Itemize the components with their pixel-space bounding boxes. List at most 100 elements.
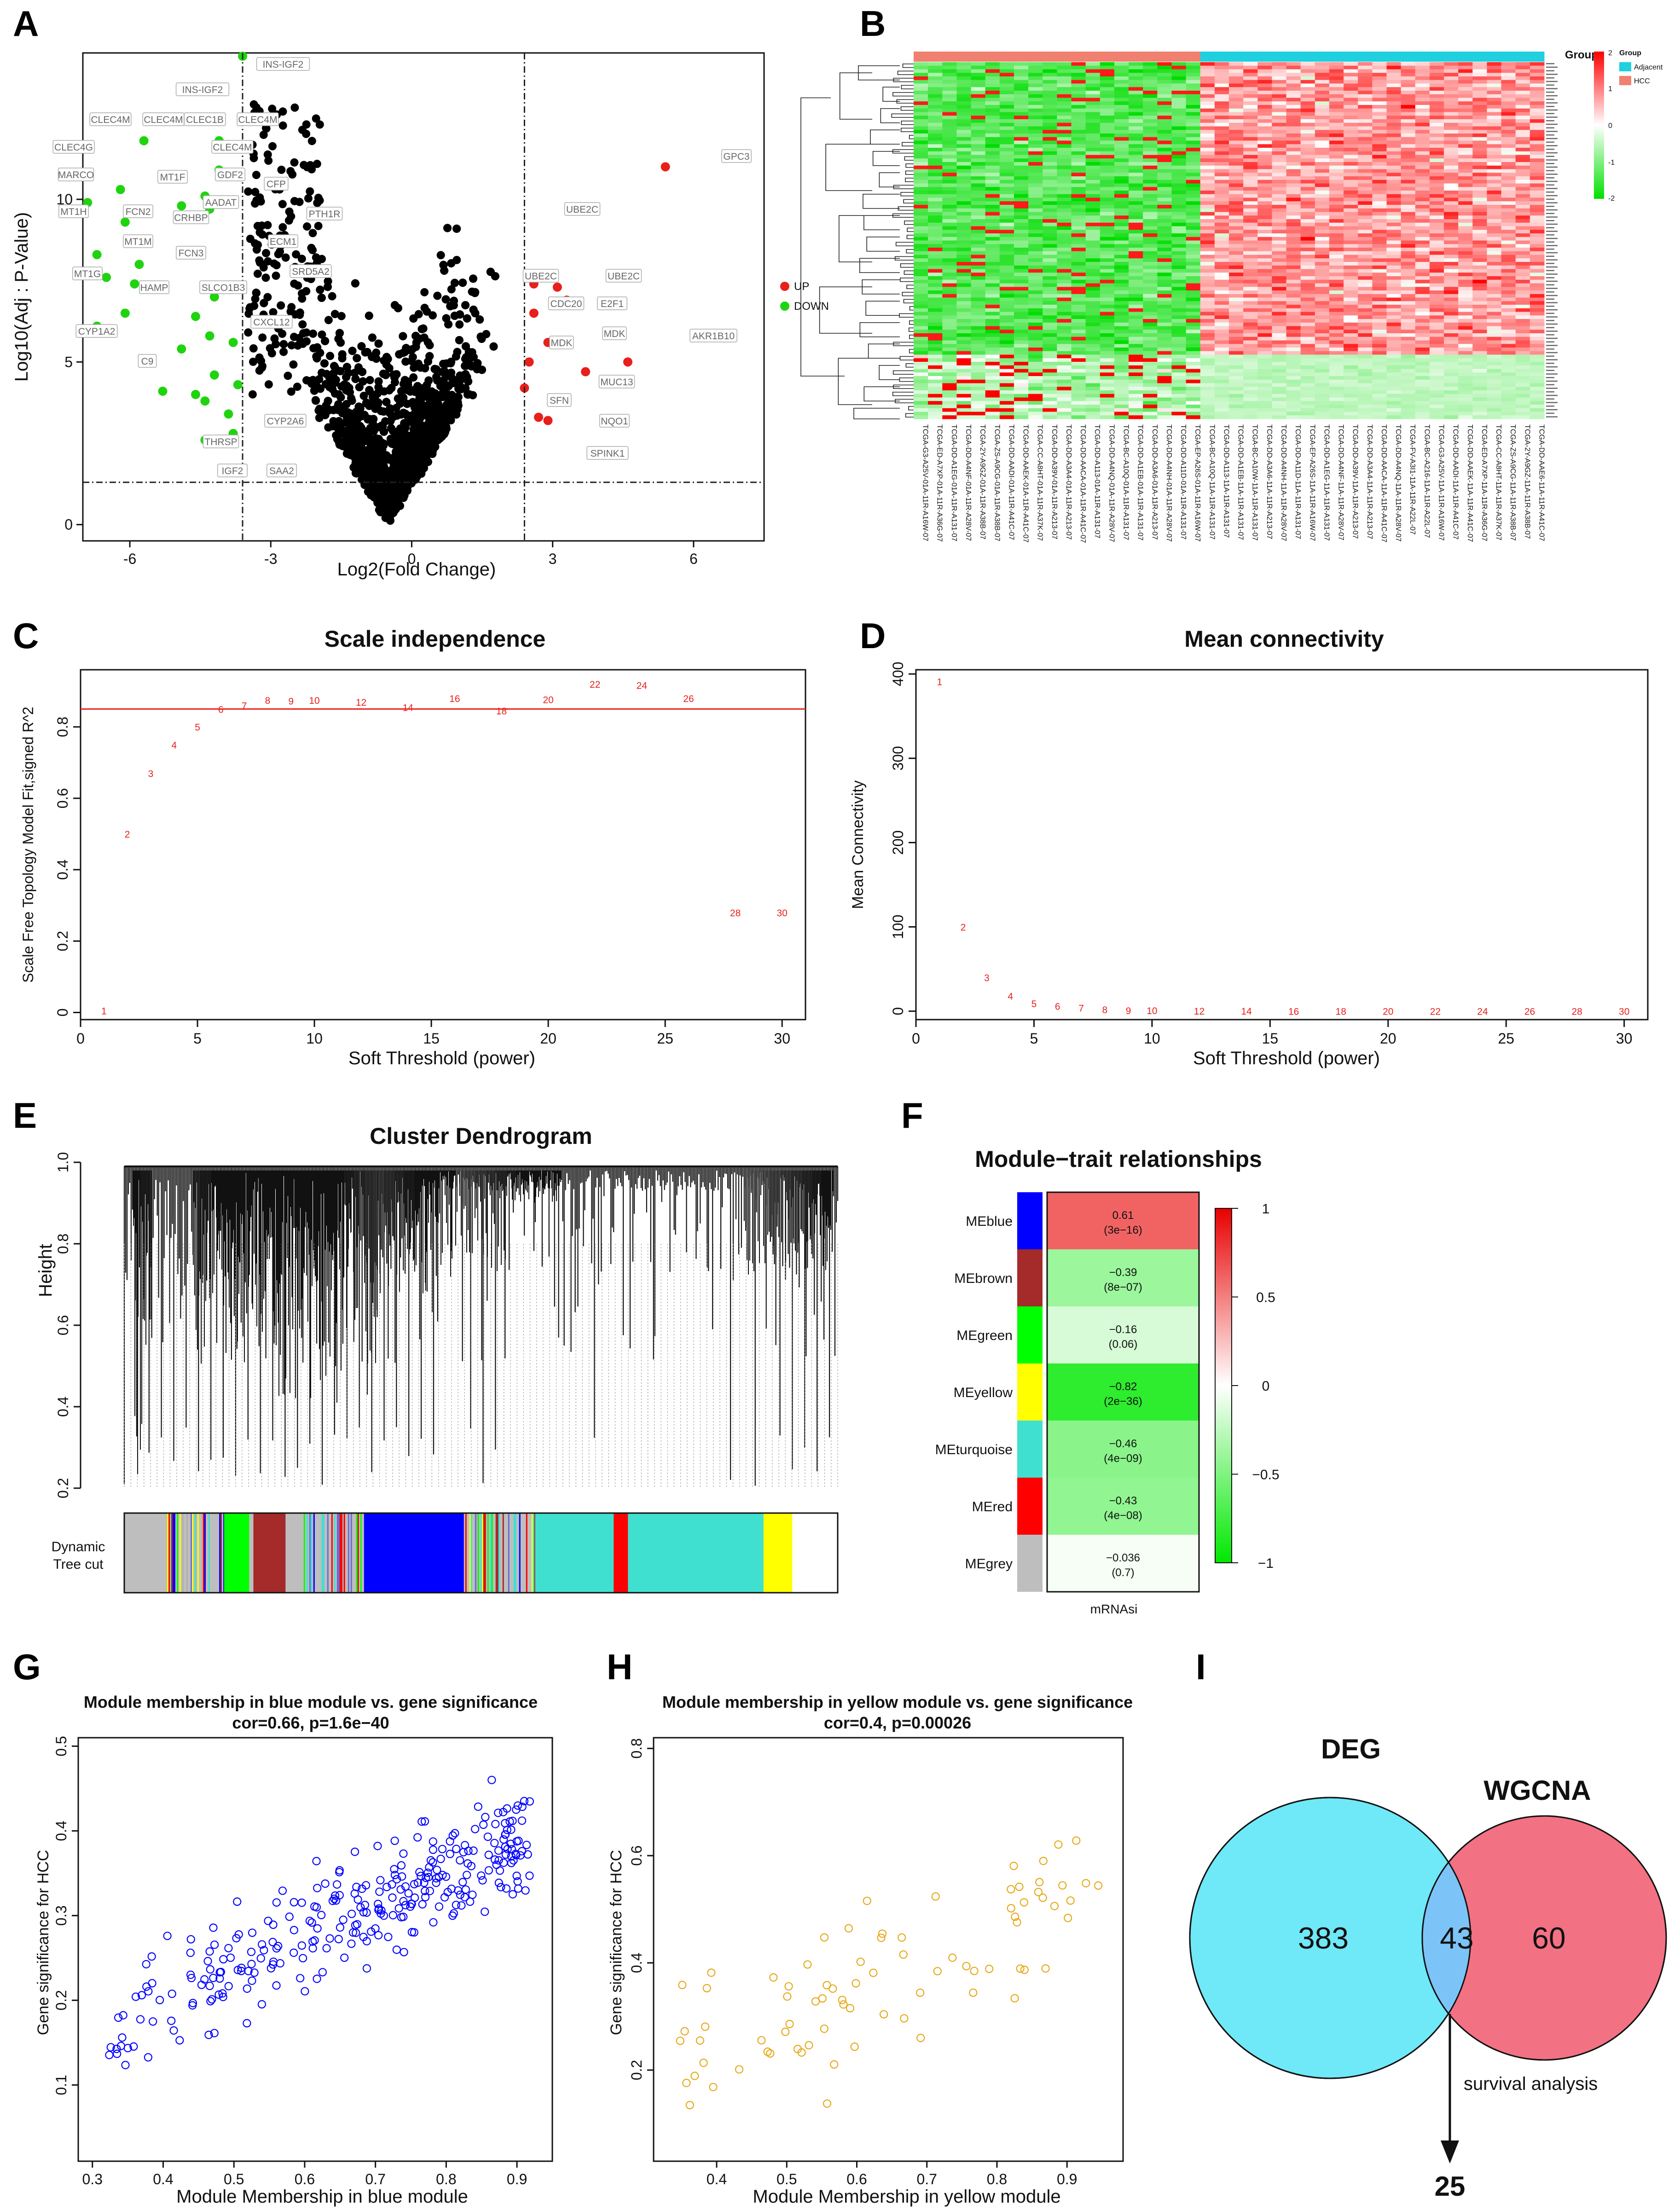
heatmap-cell — [1501, 140, 1516, 145]
volcano-point-up — [581, 367, 591, 377]
heatmap-cell — [1458, 144, 1473, 148]
heatmap-cell — [942, 197, 957, 202]
heatmap-cell — [1229, 116, 1244, 120]
heatmap-cell — [1157, 176, 1172, 180]
heatmap-cell — [1372, 87, 1387, 91]
heatmap-cell — [1501, 201, 1516, 205]
heatmap-cell — [1157, 148, 1172, 152]
heatmap-cell — [1214, 91, 1229, 95]
heatmap-cell — [1300, 173, 1315, 177]
heatmap-cell — [1229, 91, 1244, 95]
heatmap-cell — [1043, 73, 1057, 77]
heatmap-cell — [1200, 162, 1215, 166]
heatmap-cell — [956, 80, 972, 84]
heatmap-cell — [1085, 215, 1101, 220]
volcano-point-ns — [411, 403, 419, 412]
heatmap-cell — [971, 183, 986, 187]
volcano-point-ns — [264, 380, 273, 389]
heatmap-cell — [1085, 165, 1101, 169]
heatmap-cell — [1028, 101, 1043, 105]
heatmap-cell — [928, 169, 943, 173]
heatmap-cell — [1085, 105, 1101, 109]
legend-down-label: DOWN — [794, 300, 829, 313]
heatmap-cell — [1157, 87, 1172, 91]
volcano-point-ns — [386, 404, 394, 413]
heatmap-cell — [1186, 219, 1201, 223]
heatmap-cell — [1529, 162, 1545, 166]
volcano-point-ns — [411, 342, 420, 351]
heatmap-cell — [1401, 119, 1416, 123]
heatmap-cell — [1229, 137, 1244, 141]
heatmap-cell — [1071, 122, 1086, 127]
heatmap-cell — [1085, 169, 1101, 173]
heatmap-cell — [1057, 205, 1072, 209]
heatmap-cell — [1315, 105, 1330, 109]
heatmap-cell — [914, 148, 928, 152]
heatmap-cell — [1487, 187, 1502, 191]
heatmap-cell — [1344, 130, 1358, 134]
heatmap-cell — [1472, 183, 1487, 187]
heatmap-cell — [1214, 191, 1229, 195]
heatmap-cell — [1186, 73, 1201, 77]
volcano-point-down — [102, 273, 111, 282]
heatmap-cell — [1243, 197, 1258, 202]
heatmap-cell — [1171, 116, 1187, 120]
volcano-point-ns — [292, 250, 301, 259]
heatmap-cell — [1229, 162, 1244, 166]
heatmap-cell — [1401, 69, 1416, 73]
heatmap-cell — [985, 197, 1000, 202]
heatmap-cell — [1344, 155, 1358, 159]
gene-label: E2F1 — [597, 296, 627, 310]
heatmap-cell — [1444, 144, 1459, 148]
heatmap-cell — [999, 119, 1014, 123]
heatmap-cell — [971, 130, 986, 134]
volcano-point-ns — [264, 257, 272, 266]
heatmap-cell — [1344, 183, 1358, 187]
heatmap-cell — [1157, 144, 1172, 148]
heatmap-cell — [1043, 205, 1057, 209]
group-bar-cell — [999, 52, 1014, 62]
heatmap-cell — [1043, 69, 1057, 73]
heatmap-cell — [1529, 105, 1545, 109]
heatmap-cell — [1057, 76, 1072, 81]
volcano-point-ns — [387, 424, 395, 433]
heatmap-cell — [1257, 194, 1272, 198]
heatmap-cell — [1114, 169, 1129, 173]
heatmap-cell — [1501, 183, 1516, 187]
heatmap-cell — [999, 101, 1014, 105]
heatmap-cell — [1429, 101, 1444, 105]
heatmap-cell — [1501, 101, 1516, 105]
heatmap-cell — [1358, 105, 1373, 109]
volcano-point-ns — [362, 398, 371, 407]
heatmap-cell — [1386, 155, 1402, 159]
heatmap-cell — [928, 183, 943, 187]
heatmap-cell — [1358, 91, 1373, 95]
heatmap-cell — [1028, 65, 1043, 70]
heatmap-cell — [1214, 176, 1229, 180]
heatmap-cell — [1071, 208, 1086, 212]
heatmap-cell — [1286, 122, 1301, 127]
heatmap-cell — [1444, 151, 1459, 155]
heatmap-cell — [1515, 137, 1530, 141]
heatmap-cell — [1157, 173, 1172, 177]
heatmap-cell — [1043, 116, 1057, 120]
heatmap-cell — [1014, 133, 1029, 138]
heatmap-cell — [1028, 208, 1043, 212]
heatmap-cell — [1315, 94, 1330, 98]
heatmap-cell — [1286, 183, 1301, 187]
heatmap-cell — [914, 194, 928, 198]
group-bar-cell — [1129, 52, 1143, 62]
heatmap-cell — [928, 144, 943, 148]
heatmap-cell — [928, 219, 943, 223]
volcano-point-ns — [286, 307, 295, 316]
heatmap-cell — [1372, 173, 1387, 177]
volcano-point-ns — [248, 390, 257, 399]
heatmap-cell — [1358, 112, 1373, 116]
heatmap-cell — [1085, 112, 1101, 116]
heatmap-cell — [1272, 80, 1287, 84]
heatmap-cell — [1415, 173, 1430, 177]
heatmap-cell — [1286, 215, 1301, 220]
heatmap-cell — [1143, 105, 1158, 109]
heatmap-cell — [1472, 65, 1487, 70]
heatmap-cell — [1186, 62, 1201, 66]
